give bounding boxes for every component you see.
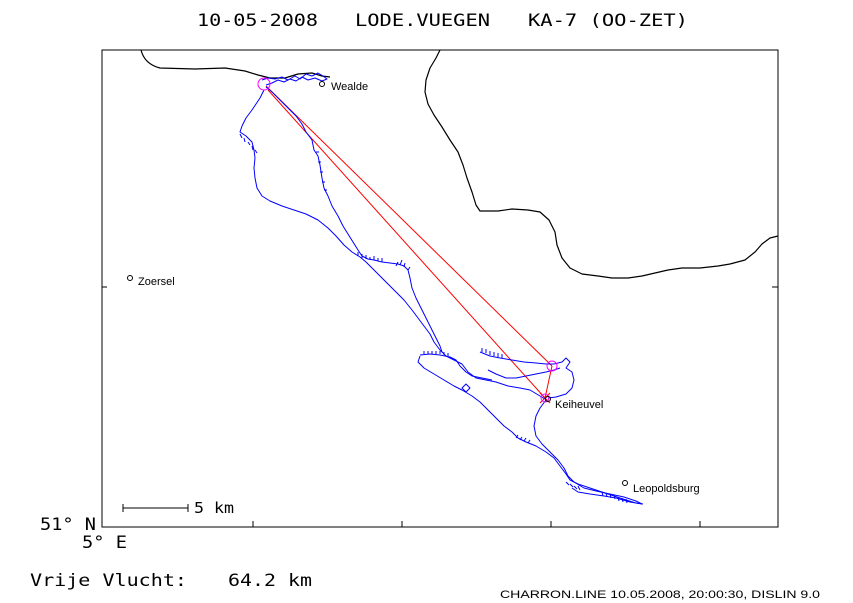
task-cross bbox=[539, 392, 551, 404]
map-title: 10-05-2008 LODE.VUEGEN KA-7 (OO-ZET) bbox=[197, 11, 688, 31]
flight-track-wiggles bbox=[239, 133, 628, 504]
footer-credit: CHARRON.LINE 10.05.2008, 20:00:30, DISLI… bbox=[500, 589, 820, 601]
flight-track-segment bbox=[239, 89, 546, 400]
flight-track-loop bbox=[461, 383, 471, 393]
scale-bar-label: 5 km bbox=[194, 499, 234, 517]
turnpoints bbox=[257, 77, 558, 403]
title-pilot: LODE.VUEGEN bbox=[355, 11, 490, 31]
town-wealde: Wealde bbox=[319, 81, 368, 93]
town-zoersel: Zoersel bbox=[127, 275, 175, 288]
flight-track bbox=[239, 72, 644, 505]
map-frame bbox=[101, 49, 779, 528]
task-legs bbox=[265, 85, 553, 404]
turnpoint-marker bbox=[546, 360, 558, 372]
title-glider: KA-7 (OO-ZET) bbox=[528, 11, 688, 31]
flight-track-segment bbox=[261, 72, 328, 86]
longitude-label: 5° E bbox=[82, 533, 127, 553]
flight-track-segment bbox=[265, 86, 443, 353]
distance-label: Vrije Vlucht: bbox=[30, 571, 187, 591]
town-marker bbox=[545, 396, 551, 402]
town-marker bbox=[319, 81, 325, 87]
task-leg bbox=[265, 85, 553, 367]
flight-track-segment bbox=[419, 353, 493, 381]
flight-track-segment bbox=[479, 351, 575, 399]
title-date: 10-05-2008 bbox=[197, 11, 318, 31]
flight-track-segment bbox=[533, 399, 643, 505]
town-marker bbox=[622, 480, 628, 486]
distance-value: 64.2 km bbox=[228, 571, 312, 591]
task-leg bbox=[267, 89, 546, 399]
latitude-label: 51° N bbox=[40, 515, 96, 535]
turnpoint-marker bbox=[257, 77, 271, 91]
scale-bar: 5 km bbox=[122, 499, 234, 517]
town-label: Keiheuvel bbox=[555, 399, 603, 411]
turnpoint-marker bbox=[540, 393, 550, 403]
town-label: Wealde bbox=[331, 81, 368, 93]
flight-track-segment bbox=[417, 355, 644, 505]
town-label: Zoersel bbox=[138, 276, 175, 288]
border-line bbox=[140, 49, 331, 79]
frame-ticks bbox=[102, 286, 778, 527]
town-keiheuvel: Keiheuvel bbox=[545, 396, 603, 411]
town-leopoldsburg: Leopoldsburg bbox=[622, 480, 700, 495]
town-label: Leopoldsburg bbox=[633, 483, 700, 495]
border-line bbox=[424, 49, 779, 279]
town-marker bbox=[127, 275, 133, 281]
distance-summary: Vrije Vlucht: 64.2 km bbox=[30, 571, 312, 591]
